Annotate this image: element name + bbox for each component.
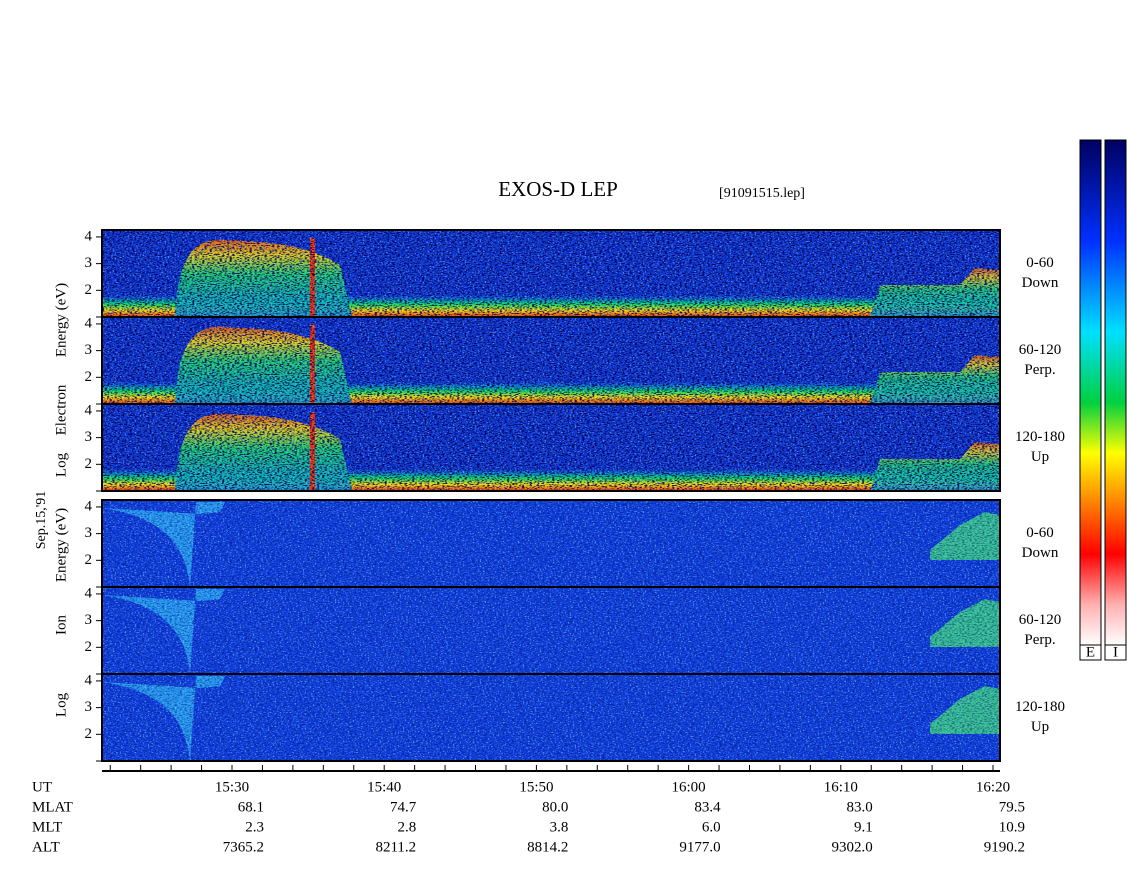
colorbar — [1104, 139, 1127, 646]
y-tick-label: 3 — [85, 255, 93, 271]
ephemeris-value: 9302.0 — [832, 839, 873, 855]
ephemeris-value: 7365.2 — [223, 839, 264, 855]
panel-direction: Perp. — [1024, 362, 1055, 378]
y-tick-label: 2 — [85, 282, 93, 298]
panel-angle: 120-180 — [1015, 699, 1065, 715]
spectrogram-noise — [102, 317, 1000, 404]
file-name: [91091515.lep] — [719, 186, 805, 201]
x-tick-label: 16:20 — [976, 779, 1010, 795]
ephemeris-value: 9.1 — [854, 819, 873, 835]
ephemeris-value: 8211.2 — [375, 839, 416, 855]
ephemeris-name: MLAT — [32, 799, 73, 815]
x-tick-label: 15:40 — [367, 779, 401, 795]
panel-frame — [101, 403, 1001, 492]
y-tick-label: 2 — [85, 552, 93, 568]
panel-direction: Down — [1022, 275, 1059, 291]
ephemeris-value: 74.7 — [390, 799, 417, 815]
panel-angle: 60-120 — [1019, 612, 1062, 628]
ephemeris-value: 6.0 — [702, 819, 721, 835]
ephemeris-name: UT — [32, 779, 52, 795]
ephemeris-value: 9177.0 — [679, 839, 720, 855]
y-tick-label: 3 — [85, 525, 93, 541]
panel-angle: 60-120 — [1019, 342, 1062, 358]
ephemeris-value: 8814.2 — [527, 839, 568, 855]
y-axis-label: Energy (eV) — [53, 508, 69, 582]
panel-angle: 120-180 — [1015, 429, 1065, 445]
ephemeris-value: 68.1 — [238, 799, 264, 815]
y-tick-label: 2 — [85, 369, 93, 385]
y-tick-label: 2 — [85, 726, 93, 742]
y-tick-label: 3 — [85, 699, 93, 715]
ephemeris-value: 83.4 — [694, 799, 721, 815]
y-tick-label: 2 — [85, 639, 93, 655]
ephemeris-value: 10.9 — [999, 819, 1025, 835]
panel-frame — [101, 673, 1001, 762]
y-tick-label: 4 — [85, 498, 93, 514]
y-tick-label: 3 — [85, 429, 93, 445]
spectrogram-noise — [102, 674, 1000, 761]
y-tick-label: 2 — [85, 456, 93, 472]
panel-direction: Perp. — [1024, 632, 1055, 648]
y-tick-label: 4 — [85, 315, 93, 331]
spectrogram-noise — [102, 404, 1000, 491]
spectrogram-noise — [102, 587, 1000, 674]
panel-direction: Up — [1031, 449, 1049, 465]
colorbar-label-box — [1079, 644, 1102, 661]
date: Sep.15,'91 — [34, 491, 49, 550]
x-tick-label: 15:50 — [519, 779, 553, 795]
y-axis-label: Energy (eV) — [53, 283, 69, 357]
colorbar — [1079, 139, 1102, 646]
y-axis-label: Log — [53, 692, 69, 717]
y-tick-label: 4 — [85, 585, 93, 601]
ephemeris-value: 9190.2 — [984, 839, 1025, 855]
y-tick-label: 3 — [85, 612, 93, 628]
colorbar-label-box — [1104, 644, 1127, 661]
ephemeris-value: 79.5 — [999, 799, 1025, 815]
panel-direction: Down — [1022, 545, 1059, 561]
x-tick-label: 15:30 — [215, 779, 249, 795]
x-tick-label: 16:00 — [672, 779, 706, 795]
ephemeris-value: 3.8 — [550, 819, 569, 835]
ephemeris-value: 83.0 — [847, 799, 873, 815]
y-axis-label: Log — [53, 452, 69, 477]
ephemeris-value: 2.3 — [245, 819, 264, 835]
title: EXOS-D LEP — [498, 177, 618, 201]
ephemeris-value: 2.8 — [397, 819, 416, 835]
colorbar-label: I — [1113, 644, 1118, 660]
ephemeris-name: MLT — [32, 819, 62, 835]
y-tick-label: 4 — [85, 672, 93, 688]
panel-angle: 0-60 — [1026, 255, 1054, 271]
y-tick-label: 3 — [85, 342, 93, 358]
panel-direction: Up — [1031, 719, 1049, 735]
y-axis-label: Electron — [53, 384, 69, 435]
ephemeris-name: ALT — [32, 839, 60, 855]
spectrogram-noise — [102, 500, 1000, 587]
colorbar-label: E — [1086, 644, 1095, 660]
y-tick-label: 4 — [85, 228, 93, 244]
panel-angle: 0-60 — [1026, 525, 1054, 541]
ephemeris-value: 80.0 — [542, 799, 568, 815]
spectrogram-noise — [102, 230, 1000, 317]
y-axis-label: Ion — [53, 615, 69, 635]
y-tick-label: 4 — [85, 402, 93, 418]
x-tick-label: 16:10 — [824, 779, 858, 795]
